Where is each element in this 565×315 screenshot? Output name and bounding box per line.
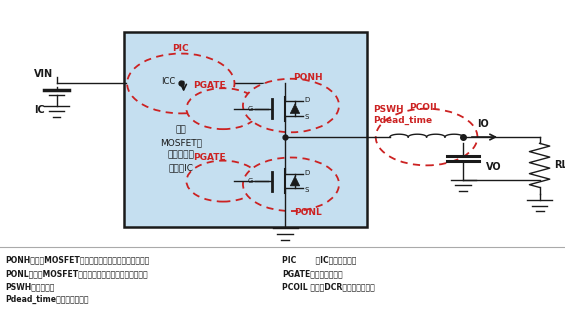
Text: RL: RL xyxy=(554,160,565,170)
Text: PIC       ：IC自身功率损耗: PIC ：IC自身功率损耗 xyxy=(282,255,357,264)
Text: PSWH
Pdead_time: PSWH Pdead_time xyxy=(373,105,432,125)
Circle shape xyxy=(186,88,260,129)
Text: S: S xyxy=(305,186,309,192)
Text: S: S xyxy=(305,114,309,120)
Text: D: D xyxy=(305,97,310,103)
Circle shape xyxy=(243,79,339,132)
Circle shape xyxy=(376,109,477,165)
Text: PIC: PIC xyxy=(172,44,189,53)
Circle shape xyxy=(243,158,339,211)
Text: PONH: PONH xyxy=(293,73,323,82)
Text: PGATE: PGATE xyxy=(193,81,225,89)
Text: VIN: VIN xyxy=(34,69,53,79)
Text: G: G xyxy=(247,178,253,184)
Text: PONL：低边MOSFET导通时的导通电阻带来的传导损耗: PONL：低边MOSFET导通时的导通电阻带来的传导损耗 xyxy=(6,270,148,278)
Circle shape xyxy=(186,161,260,202)
Text: G: G xyxy=(247,106,253,112)
Text: Pdead_time：死区时间损耗: Pdead_time：死区时间损耗 xyxy=(6,295,89,304)
Circle shape xyxy=(127,54,234,113)
Text: PCOIL: PCOIL xyxy=(408,103,439,112)
Text: PONH：高边MOSFET导通时的导通电阻带来的传导损耗: PONH：高边MOSFET导通时的导通电阻带来的传导损耗 xyxy=(6,255,150,264)
Text: IO: IO xyxy=(477,119,489,129)
Text: PCOIL ：电感DCR带来的传导损耗: PCOIL ：电感DCR带来的传导损耗 xyxy=(282,282,375,291)
Polygon shape xyxy=(290,104,299,113)
Text: ICC: ICC xyxy=(161,77,175,86)
Polygon shape xyxy=(290,176,299,186)
Text: 内置
MOSFET的
同步整流型
转换器IC: 内置 MOSFET的 同步整流型 转换器IC xyxy=(160,125,202,172)
Text: PSWH：开关损耗: PSWH：开关损耗 xyxy=(6,282,55,291)
Text: D: D xyxy=(305,170,310,176)
Bar xyxy=(124,32,367,227)
Text: PGATE：栅极电荷损耗: PGATE：栅极电荷损耗 xyxy=(282,270,343,278)
Text: VO: VO xyxy=(486,162,502,172)
Text: PGATE: PGATE xyxy=(193,153,225,162)
Text: PONL: PONL xyxy=(294,208,322,217)
Text: IC: IC xyxy=(34,105,45,115)
